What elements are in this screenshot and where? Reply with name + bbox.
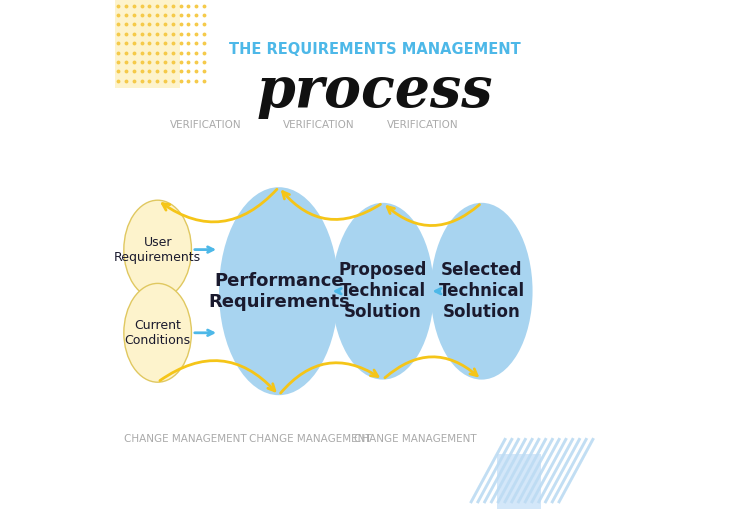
Text: CHANGE MANAGEMENT: CHANGE MANAGEMENT xyxy=(124,434,247,445)
Text: Performance
Requirements: Performance Requirements xyxy=(208,272,350,310)
FancyArrowPatch shape xyxy=(387,205,479,226)
Text: CHANGE MANAGEMENT: CHANGE MANAGEMENT xyxy=(249,434,371,445)
Text: VERIFICATION: VERIFICATION xyxy=(283,120,355,130)
FancyArrowPatch shape xyxy=(280,363,378,393)
Text: process: process xyxy=(256,63,494,119)
Ellipse shape xyxy=(124,283,191,382)
Ellipse shape xyxy=(124,200,191,299)
FancyBboxPatch shape xyxy=(497,454,542,509)
FancyArrowPatch shape xyxy=(163,189,277,222)
FancyArrowPatch shape xyxy=(385,357,477,378)
Text: Current
Conditions: Current Conditions xyxy=(124,319,190,347)
Text: VERIFICATION: VERIFICATION xyxy=(170,120,242,130)
Text: Proposed
Technical
Solution: Proposed Technical Solution xyxy=(338,262,427,321)
Text: User
Requirements: User Requirements xyxy=(114,236,201,264)
Text: THE REQUIREMENTS MANAGEMENT: THE REQUIREMENTS MANAGEMENT xyxy=(230,42,520,57)
Ellipse shape xyxy=(219,187,338,395)
FancyArrowPatch shape xyxy=(283,192,380,219)
Text: Selected
Technical
Solution: Selected Technical Solution xyxy=(439,262,525,321)
Text: CHANGE MANAGEMENT: CHANGE MANAGEMENT xyxy=(354,434,477,445)
FancyBboxPatch shape xyxy=(115,0,180,88)
Text: VERIFICATION: VERIFICATION xyxy=(387,120,459,130)
FancyArrowPatch shape xyxy=(160,360,274,391)
Ellipse shape xyxy=(332,203,434,380)
Ellipse shape xyxy=(430,203,532,380)
